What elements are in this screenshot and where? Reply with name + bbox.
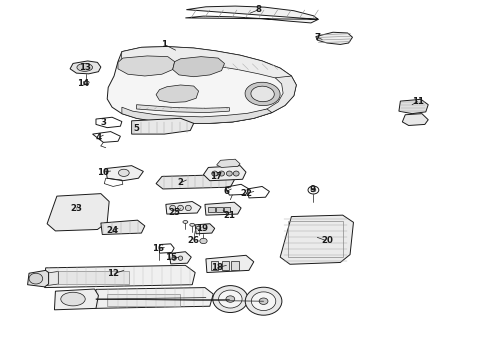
Ellipse shape bbox=[172, 256, 176, 260]
Ellipse shape bbox=[170, 205, 175, 211]
Polygon shape bbox=[47, 194, 109, 231]
Ellipse shape bbox=[212, 171, 218, 176]
Text: 25: 25 bbox=[168, 208, 180, 217]
Polygon shape bbox=[54, 289, 98, 310]
Polygon shape bbox=[156, 175, 234, 189]
Polygon shape bbox=[121, 46, 292, 79]
Ellipse shape bbox=[200, 238, 207, 244]
Polygon shape bbox=[27, 270, 49, 287]
Polygon shape bbox=[206, 255, 254, 273]
Text: 21: 21 bbox=[223, 211, 235, 220]
Text: 13: 13 bbox=[79, 63, 91, 72]
Text: 15: 15 bbox=[165, 253, 177, 262]
Polygon shape bbox=[45, 265, 195, 288]
Bar bbox=[208, 207, 215, 212]
Ellipse shape bbox=[190, 224, 195, 226]
Bar bbox=[216, 207, 222, 212]
Ellipse shape bbox=[29, 273, 43, 284]
Ellipse shape bbox=[311, 188, 316, 192]
Ellipse shape bbox=[226, 171, 232, 176]
Polygon shape bbox=[122, 107, 272, 123]
Text: 3: 3 bbox=[100, 118, 106, 127]
Text: 18: 18 bbox=[211, 264, 222, 273]
Polygon shape bbox=[132, 118, 194, 134]
Ellipse shape bbox=[77, 63, 93, 71]
Ellipse shape bbox=[119, 169, 129, 176]
Text: 24: 24 bbox=[106, 226, 118, 235]
Ellipse shape bbox=[61, 292, 85, 306]
Polygon shape bbox=[316, 32, 352, 44]
Text: 1: 1 bbox=[161, 40, 168, 49]
Text: 2: 2 bbox=[177, 178, 183, 187]
Ellipse shape bbox=[226, 296, 235, 302]
Polygon shape bbox=[107, 46, 296, 123]
Text: 10: 10 bbox=[98, 168, 109, 177]
Bar bbox=[58, 271, 129, 284]
Ellipse shape bbox=[177, 205, 183, 211]
Polygon shape bbox=[95, 288, 213, 309]
Polygon shape bbox=[106, 166, 144, 181]
Text: 26: 26 bbox=[188, 237, 200, 246]
Polygon shape bbox=[46, 271, 58, 286]
Polygon shape bbox=[399, 99, 428, 114]
Polygon shape bbox=[210, 76, 296, 123]
Text: 9: 9 bbox=[309, 185, 316, 194]
Text: 11: 11 bbox=[413, 96, 424, 105]
Polygon shape bbox=[185, 6, 318, 23]
Ellipse shape bbox=[245, 82, 280, 105]
Bar bbox=[223, 207, 230, 212]
Text: 23: 23 bbox=[71, 204, 82, 213]
Ellipse shape bbox=[185, 205, 191, 211]
Polygon shape bbox=[195, 224, 215, 234]
Text: 7: 7 bbox=[314, 33, 320, 42]
Polygon shape bbox=[137, 105, 229, 113]
Polygon shape bbox=[205, 202, 241, 215]
Ellipse shape bbox=[259, 298, 268, 305]
Text: 20: 20 bbox=[321, 237, 333, 246]
Text: 5: 5 bbox=[134, 123, 140, 132]
Text: 19: 19 bbox=[196, 224, 208, 233]
Ellipse shape bbox=[178, 256, 183, 260]
Ellipse shape bbox=[183, 221, 188, 224]
Bar bbox=[211, 261, 218, 270]
Text: 17: 17 bbox=[210, 172, 222, 181]
Ellipse shape bbox=[251, 292, 276, 311]
Ellipse shape bbox=[83, 81, 89, 84]
Text: 6: 6 bbox=[223, 187, 229, 196]
Ellipse shape bbox=[219, 290, 242, 308]
Polygon shape bbox=[70, 61, 101, 74]
Polygon shape bbox=[203, 166, 246, 181]
Polygon shape bbox=[169, 252, 191, 264]
Ellipse shape bbox=[245, 287, 282, 315]
Text: 8: 8 bbox=[256, 5, 262, 14]
Bar bbox=[221, 261, 229, 270]
Text: 4: 4 bbox=[96, 133, 101, 142]
Polygon shape bbox=[217, 159, 240, 167]
Text: 12: 12 bbox=[107, 269, 119, 278]
Bar bbox=[288, 221, 343, 257]
Ellipse shape bbox=[251, 86, 274, 102]
Bar bbox=[107, 294, 179, 306]
Polygon shape bbox=[166, 202, 201, 214]
Text: 14: 14 bbox=[77, 80, 89, 89]
Bar bbox=[231, 261, 239, 270]
Text: 22: 22 bbox=[240, 189, 252, 198]
Polygon shape bbox=[402, 114, 428, 126]
Polygon shape bbox=[101, 220, 145, 234]
Ellipse shape bbox=[213, 285, 248, 312]
Ellipse shape bbox=[196, 226, 201, 229]
Polygon shape bbox=[118, 56, 174, 76]
Polygon shape bbox=[172, 57, 224, 77]
Ellipse shape bbox=[219, 171, 224, 176]
Polygon shape bbox=[280, 215, 353, 264]
Ellipse shape bbox=[233, 171, 239, 176]
Polygon shape bbox=[156, 85, 198, 103]
Text: 16: 16 bbox=[152, 244, 164, 253]
